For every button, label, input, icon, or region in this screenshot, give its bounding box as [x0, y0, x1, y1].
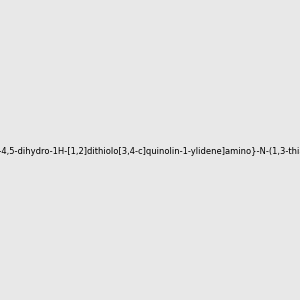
Text: 4-{[(1Z)-4,4,7,8-tetramethyl-4,5-dihydro-1H-[1,2]dithiolo[3,4-c]quinolin-1-ylide: 4-{[(1Z)-4,4,7,8-tetramethyl-4,5-dihydro… [0, 147, 300, 156]
